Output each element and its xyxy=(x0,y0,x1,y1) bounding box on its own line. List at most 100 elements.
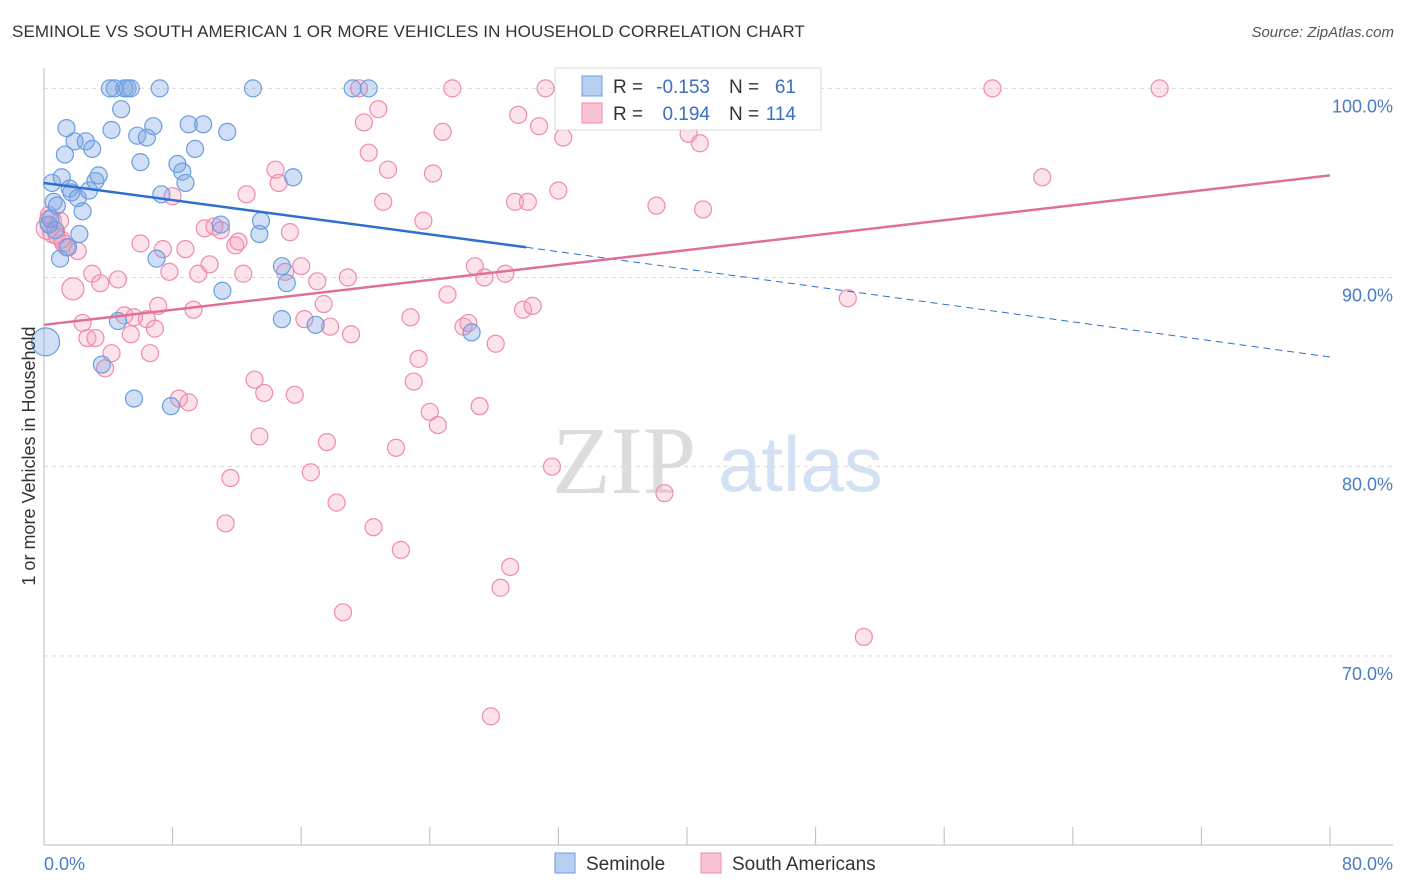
seminole-point xyxy=(89,166,108,185)
seminole-trend-extension xyxy=(526,246,1331,358)
south-americans-point xyxy=(237,185,256,204)
y-tick-label: 70.0% xyxy=(1342,664,1393,684)
south-americans-point xyxy=(317,432,337,452)
south-americans-point xyxy=(153,240,173,259)
south-americans-point xyxy=(234,264,253,283)
south-americans-point xyxy=(443,79,462,98)
seminole-point xyxy=(213,281,232,300)
south-americans-point xyxy=(338,268,357,287)
seminole-point xyxy=(218,122,237,141)
legend-swatch-seminole xyxy=(581,75,603,97)
south-americans-point xyxy=(184,300,203,319)
x-tick-label-max: 80.0% xyxy=(1342,854,1393,874)
axes xyxy=(43,68,1393,846)
south-americans-point xyxy=(420,402,439,421)
seminole-point xyxy=(179,115,198,134)
south-americans-point xyxy=(200,255,219,274)
watermark-atlas: atlas xyxy=(718,420,883,508)
seminole-point xyxy=(76,132,95,151)
south-americans-point xyxy=(349,79,369,98)
seminole-point xyxy=(161,397,181,416)
legend-n-label-2: N = xyxy=(729,104,759,125)
south-americans-point xyxy=(983,79,1002,98)
seminole-point xyxy=(55,145,74,164)
south-americans-point xyxy=(386,438,406,457)
series-legend: Seminole South Americans xyxy=(554,852,876,875)
seminole-point xyxy=(272,310,292,329)
seminole-trend-line xyxy=(43,181,527,249)
south-americans-point xyxy=(176,240,195,259)
south-americans-point xyxy=(542,457,562,476)
seminole-point xyxy=(144,117,163,136)
south-americans-point xyxy=(378,160,398,179)
south-americans-point xyxy=(245,370,264,389)
south-americans-point xyxy=(333,603,353,622)
south-americans-point xyxy=(369,100,388,119)
x-tick-label-min: 0.0% xyxy=(44,854,85,874)
south-americans-point xyxy=(341,325,361,344)
south-americans-point xyxy=(491,578,510,597)
seminole-point xyxy=(462,323,481,342)
y-tick-label: 90.0% xyxy=(1342,286,1393,306)
seminole-point xyxy=(137,128,156,147)
y-tick-label: 100.0% xyxy=(1332,96,1393,116)
south-americans-point xyxy=(1033,168,1052,187)
south-americans-point xyxy=(295,310,314,329)
seminole-point xyxy=(112,100,131,119)
south-americans-point xyxy=(250,427,269,446)
seminole-point xyxy=(343,79,362,98)
south-americans-point xyxy=(486,334,505,353)
south-americans-point xyxy=(433,122,452,141)
south-americans-point xyxy=(523,296,542,316)
south-americans-point xyxy=(459,313,478,333)
y-tick-label: 80.0% xyxy=(1342,475,1393,495)
south-americans-point xyxy=(131,234,150,253)
legend-swatch-south-americans xyxy=(581,102,603,124)
south-americans-point xyxy=(505,192,525,211)
south-americans-point xyxy=(496,264,515,283)
south-americans-point xyxy=(414,211,433,230)
south-americans-point xyxy=(391,540,410,560)
south-americans-point xyxy=(838,289,857,308)
south-americans-point xyxy=(216,514,235,533)
watermark-zip: ZIP xyxy=(552,407,696,514)
legend-n-value-1: 61 xyxy=(775,77,796,98)
chart-title: SEMINOLE VS SOUTH AMERICAN 1 OR MORE VEH… xyxy=(12,22,805,41)
south-americans-point xyxy=(121,325,140,344)
seminole-point xyxy=(250,224,269,244)
south-americans-point xyxy=(327,493,346,512)
south-americans-point xyxy=(509,105,528,124)
seminole-point xyxy=(272,257,292,276)
seminole-point xyxy=(359,79,378,98)
south-americans-point xyxy=(285,385,304,404)
south-americans-point xyxy=(401,308,420,327)
south-americans-point xyxy=(470,397,489,416)
south-americans-point xyxy=(438,285,457,304)
south-americans-point xyxy=(229,232,248,251)
seminole-point xyxy=(131,153,150,172)
south-americans-point xyxy=(690,134,709,153)
south-americans-point xyxy=(530,117,549,136)
seminole-point xyxy=(306,315,325,334)
seminole-point xyxy=(100,79,120,98)
south-americans-point xyxy=(314,294,333,314)
south-americans-point xyxy=(140,344,160,363)
legend-r-value-1: -0.153 xyxy=(656,77,710,98)
south-americans-point xyxy=(255,383,274,403)
south-americans-trend-line xyxy=(43,174,1331,327)
seminole-point xyxy=(186,139,205,159)
legend-n-value-2: 114 xyxy=(766,104,797,125)
correlation-legend: R = -0.153 N = 61 R = 0.194 N = 114 xyxy=(554,67,822,131)
south-americans-point xyxy=(518,192,537,211)
south-americans-point xyxy=(211,221,230,240)
south-americans-point xyxy=(280,223,300,242)
south-americans-point xyxy=(364,518,383,537)
south-americans-point xyxy=(513,300,533,319)
trend-lines xyxy=(43,174,1331,358)
gridlines xyxy=(44,87,1393,657)
seminole-point xyxy=(194,115,213,134)
south-americans-point xyxy=(86,328,105,348)
south-americans-point xyxy=(160,262,179,281)
south-americans-point xyxy=(108,270,128,289)
south-americans-point xyxy=(145,319,165,338)
